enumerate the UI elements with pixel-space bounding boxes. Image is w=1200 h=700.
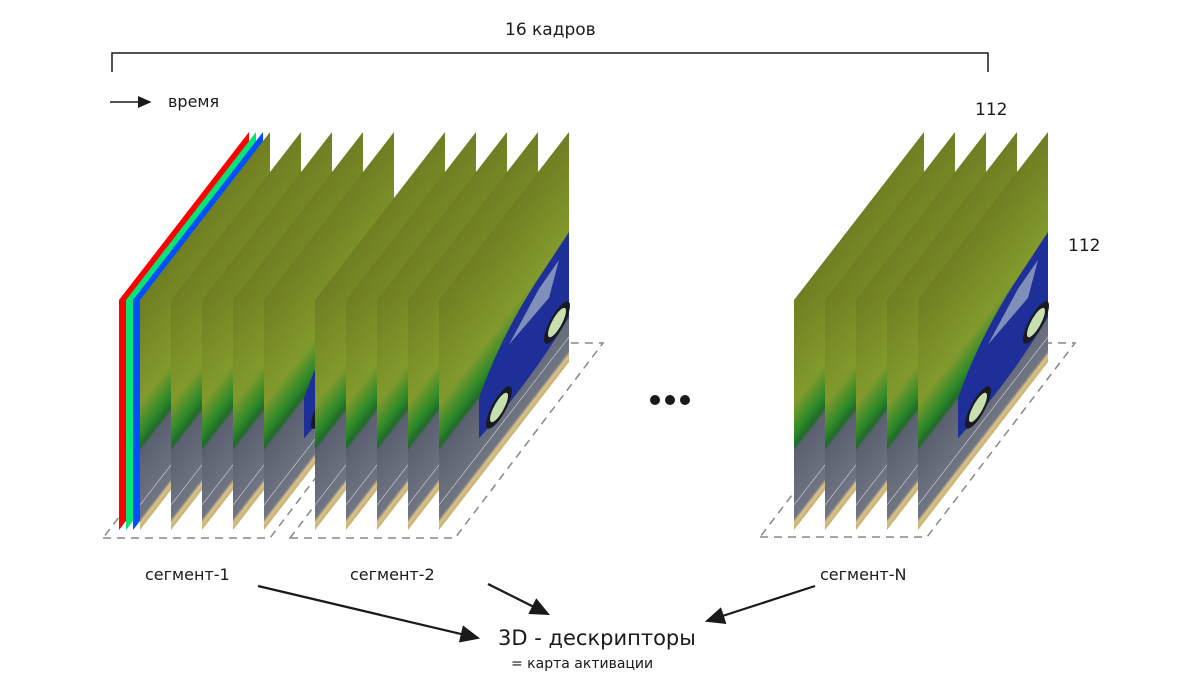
width-label: 112	[975, 100, 1008, 120]
arrow-segment-2	[487, 583, 550, 615]
arrow-segment-n	[704, 584, 816, 624]
frames-bracket	[111, 52, 989, 72]
frame-stacks	[119, 132, 1049, 530]
time-label: время	[168, 92, 220, 111]
output-subtitle: = карта активации	[511, 656, 654, 672]
segment-3-frame-5	[918, 132, 1049, 530]
segment-1-label: сегмент-1	[145, 565, 230, 584]
floor-segment-2	[288, 342, 605, 539]
frames-count-label: 16 кадров	[505, 20, 596, 40]
ellipsis-dots	[650, 395, 690, 405]
height-label: 112	[1068, 236, 1101, 256]
segment-2-label: сегмент-2	[350, 565, 435, 584]
arrow-segment-1	[257, 584, 481, 643]
segment-2-frame-5	[439, 132, 570, 530]
output-title: 3D - дескрипторы	[498, 626, 696, 650]
segment-n-label: сегмент-N	[820, 565, 907, 584]
